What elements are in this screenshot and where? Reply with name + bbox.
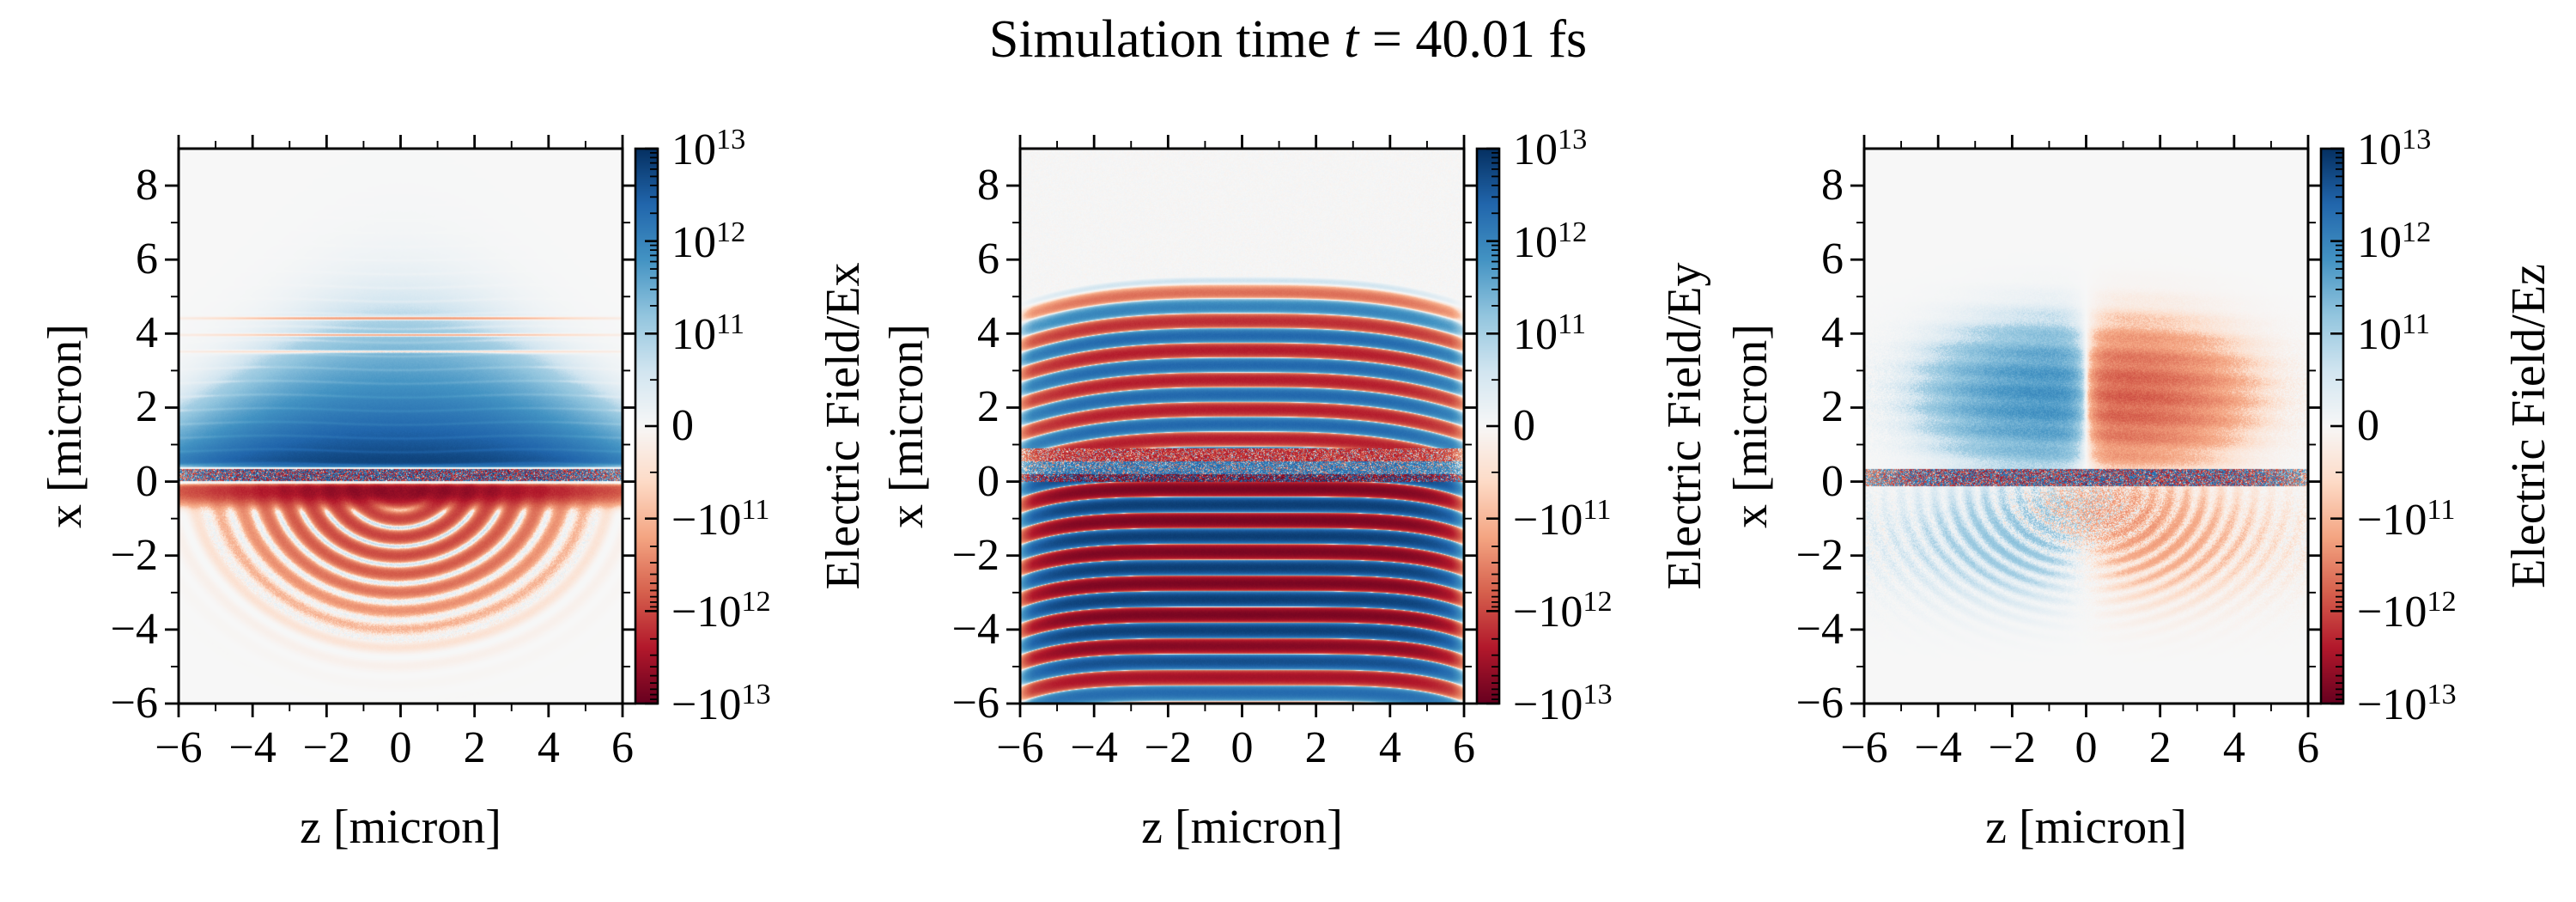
plot-spines <box>177 147 624 705</box>
y-tick-label: 2 <box>1821 382 1844 432</box>
y-tick-label: 8 <box>977 161 999 210</box>
figure-title: Simulation time t = 40.01 fs <box>0 10 2576 69</box>
x-axis-label-ez: z [micron] <box>1985 801 2187 854</box>
colorbar-tick-label: −1011 <box>671 492 770 545</box>
colorbar-tick-label: 1011 <box>671 308 745 360</box>
y-tick-label: 0 <box>136 456 158 506</box>
y-tick-label: 4 <box>136 308 158 358</box>
colorbar-ticks-ez <box>2319 147 2345 705</box>
colorbar-tick-label: 1013 <box>1513 122 1588 175</box>
colorbar-tick-label: 0 <box>2357 401 2379 450</box>
heatmap-ex <box>179 149 623 704</box>
axes-frame-ey <box>1006 135 1478 717</box>
y-axis-label-ez: x [micron] <box>1724 324 1777 528</box>
y-tick-label: 8 <box>1821 161 1844 210</box>
axes-frame-ez <box>1850 135 2322 717</box>
colorbar-tick-label: 0 <box>1513 401 1535 450</box>
y-tick-label: −4 <box>951 604 999 654</box>
y-tick-label: 4 <box>977 308 999 358</box>
colorbar-tick-label: 1012 <box>2357 215 2432 267</box>
colorbar-tick-label: −1013 <box>1513 677 1613 730</box>
colorbar-tick-label: −1013 <box>2357 677 2457 730</box>
x-tick-label: −2 <box>1144 723 1192 772</box>
colorbar-tick-label: −1012 <box>1513 585 1613 637</box>
y-tick-label: 6 <box>136 235 158 284</box>
x-tick-label: 4 <box>537 723 560 772</box>
y-tick-label: 6 <box>1821 235 1844 284</box>
colorbar-tick-label: 1012 <box>1513 215 1588 267</box>
colorbar-tick-label: −1011 <box>2357 492 2456 545</box>
plot-spines <box>1018 147 1466 705</box>
y-tick-label: −2 <box>1795 530 1844 580</box>
colorbar-tick-label: −1011 <box>1513 492 1612 545</box>
x-tick-label: −2 <box>302 723 350 772</box>
colorbar-tick-label: 1013 <box>671 122 746 175</box>
y-tick-label: −6 <box>110 679 158 728</box>
y-tick-label: −6 <box>951 679 999 728</box>
x-tick-label: −6 <box>1840 723 1888 772</box>
x-tick-label: 4 <box>1378 723 1401 772</box>
y-tick-label: 0 <box>977 456 999 506</box>
colorbar-tick-label: −1013 <box>671 677 771 730</box>
x-axis-label-ex: z [micron] <box>300 801 501 854</box>
colorbar-tick-label: −1012 <box>671 585 771 637</box>
x-tick-label: 0 <box>1230 723 1254 772</box>
x-tick-label: 2 <box>2148 723 2172 772</box>
x-tick-label: 0 <box>389 723 412 772</box>
y-tick-label: −4 <box>110 604 158 654</box>
x-tick-label: 6 <box>611 723 634 772</box>
colorbar-label-ez: Electric Field/Ez <box>2502 264 2555 588</box>
x-tick-label: −6 <box>996 723 1044 772</box>
x-tick-label: 4 <box>2222 723 2245 772</box>
colorbar-tick-label: 1013 <box>2357 122 2432 175</box>
title-suffix: = 40.01 fs <box>1358 10 1588 69</box>
x-tick-label: 2 <box>463 723 486 772</box>
x-tick-label: 0 <box>2075 723 2098 772</box>
y-tick-label: 4 <box>1821 308 1844 358</box>
y-tick-label: 0 <box>1821 456 1844 506</box>
y-tick-label: −2 <box>951 530 999 580</box>
y-tick-label: 2 <box>136 382 158 432</box>
x-tick-label: −6 <box>155 723 203 772</box>
colorbar-tick-label: 1011 <box>2357 308 2431 360</box>
colorbar-ticks-ex <box>634 147 659 705</box>
heatmap-ez <box>1864 149 2308 704</box>
y-tick-label: 8 <box>136 161 158 210</box>
x-tick-label: 2 <box>1304 723 1327 772</box>
x-tick-label: 6 <box>1453 723 1475 772</box>
x-tick-label: −4 <box>1070 723 1118 772</box>
x-tick-label: 6 <box>2297 723 2319 772</box>
y-tick-label: 6 <box>977 235 999 284</box>
x-tick-label: −2 <box>1988 723 2036 772</box>
y-tick-label: −2 <box>110 530 158 580</box>
x-axis-label-ey: z [micron] <box>1141 801 1343 854</box>
colorbar-tick-label: 1012 <box>671 215 746 267</box>
axes-frame-ex <box>165 135 636 717</box>
x-tick-label: −4 <box>1914 723 1962 772</box>
colorbar-tick-label: 0 <box>671 401 694 450</box>
colorbar-tick-label: −1012 <box>2357 585 2457 637</box>
y-tick-label: 2 <box>977 382 999 432</box>
x-tick-label: −4 <box>228 723 276 772</box>
y-tick-label: −6 <box>1795 679 1844 728</box>
y-axis-label-ex: x [micron] <box>39 324 92 528</box>
heatmap-ey <box>1020 149 1464 704</box>
title-prefix: Simulation time <box>988 10 1345 69</box>
y-axis-label-ey: x [micron] <box>880 324 933 528</box>
plot-spines <box>1862 147 2310 705</box>
colorbar-tick-label: 1011 <box>1513 308 1587 360</box>
colorbar-ticks-ey <box>1475 147 1501 705</box>
title-time-variable: t <box>1344 10 1359 69</box>
y-tick-label: −4 <box>1795 604 1844 654</box>
